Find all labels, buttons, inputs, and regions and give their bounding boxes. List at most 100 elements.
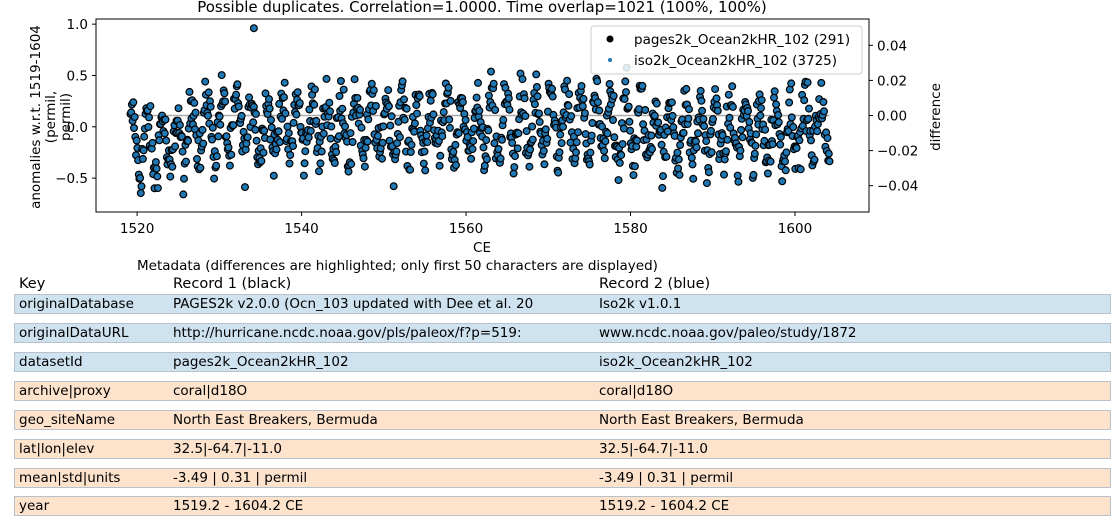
- data-point: [130, 123, 139, 132]
- data-point: [692, 143, 701, 152]
- data-point: [429, 110, 438, 119]
- data-point: [674, 164, 683, 173]
- x-tick-label: 1540: [284, 221, 318, 237]
- data-point: [251, 125, 260, 134]
- data-point: [326, 107, 335, 116]
- data-point: [496, 154, 505, 163]
- data-point: [215, 112, 224, 121]
- data-point: [233, 80, 242, 89]
- data-point: [212, 152, 221, 161]
- data-point: [734, 177, 743, 186]
- data-point: [249, 24, 258, 33]
- data-point: [647, 145, 656, 154]
- data-point: [292, 110, 301, 119]
- data-point: [315, 167, 324, 176]
- data-point: [293, 88, 302, 97]
- data-point: [697, 96, 706, 105]
- data-point: [579, 94, 588, 103]
- data-point: [597, 122, 606, 131]
- data-point: [724, 90, 733, 99]
- data-point: [190, 98, 199, 107]
- data-point: [206, 102, 215, 111]
- metadata-record1-value: 1519.2 - 1604.2 CE: [173, 498, 304, 514]
- data-point: [737, 125, 746, 134]
- data-point: [153, 172, 162, 181]
- data-point: [626, 126, 635, 135]
- y-tick-label: 1.0: [67, 17, 88, 33]
- data-point: [479, 143, 488, 152]
- data-point: [199, 139, 208, 148]
- data-point: [704, 168, 713, 177]
- data-point: [216, 120, 225, 129]
- data-point: [693, 129, 702, 138]
- metadata-record1-value: 32.5|-64.7|-11.0: [173, 441, 283, 457]
- data-point: [402, 104, 411, 113]
- data-point: [603, 129, 612, 138]
- legend-label-record1: pages2k_Ocean2kHR_102 (291): [634, 32, 850, 48]
- data-point: [304, 133, 313, 142]
- data-point: [621, 88, 630, 97]
- data-point: [260, 126, 269, 135]
- data-point: [436, 151, 445, 160]
- data-point: [384, 86, 393, 95]
- data-point: [155, 136, 164, 145]
- data-point: [806, 136, 815, 145]
- data-point: [445, 123, 454, 132]
- column-header-record2: Record 2 (blue): [599, 276, 711, 292]
- data-point: [571, 148, 580, 157]
- y-tick-label: −0.5: [55, 171, 88, 187]
- data-point: [528, 122, 537, 131]
- data-point: [543, 134, 552, 143]
- data-point: [444, 83, 453, 92]
- metadata-row-originalDataURL: originalDataURL http://hurricane.ncdc.no…: [14, 323, 1111, 343]
- data-point: [658, 183, 667, 192]
- data-point: [237, 111, 246, 120]
- y-axis-label-line: permil): [58, 93, 74, 141]
- data-point: [723, 135, 732, 144]
- data-point: [567, 112, 576, 121]
- data-point: [310, 100, 319, 109]
- metadata-row-mean-std-units: mean|std|units -3.49 | 0.31 | permil -3.…: [14, 468, 1111, 488]
- x-tick-label: 1580: [613, 221, 647, 237]
- data-point: [407, 140, 416, 149]
- data-point: [419, 159, 428, 168]
- data-point: [221, 97, 230, 106]
- data-point: [234, 102, 243, 111]
- data-point: [572, 138, 581, 147]
- data-point: [535, 117, 544, 126]
- data-point: [251, 109, 260, 118]
- data-point: [532, 82, 541, 91]
- y-axis-label-line: anomalies w.r.t. 1519-1604: [28, 25, 44, 209]
- data-point: [810, 155, 819, 164]
- data-point: [137, 182, 146, 191]
- data-point: [138, 154, 147, 163]
- metadata-record2-value: North East Breakers, Bermuda: [599, 412, 804, 428]
- data-point: [484, 91, 493, 100]
- data-point: [763, 169, 772, 178]
- data-point: [146, 102, 155, 111]
- data-point: [452, 161, 461, 170]
- data-point: [357, 123, 366, 132]
- metadata-record1-value: coral|d18O: [173, 383, 248, 399]
- data-point: [499, 115, 508, 124]
- data-point: [274, 127, 283, 136]
- data-point: [347, 160, 356, 169]
- data-point: [267, 123, 276, 132]
- data-point: [781, 166, 790, 175]
- data-point: [392, 147, 401, 156]
- metadata-record1-value: -3.49 | 0.31 | permil: [173, 470, 308, 486]
- data-point: [525, 162, 534, 171]
- data-point: [373, 131, 382, 140]
- data-point: [803, 78, 812, 87]
- data-point: [420, 147, 429, 156]
- legend: pages2k_Ocean2kHR_102 (291) iso2k_Ocean2…: [590, 25, 863, 75]
- data-point: [316, 159, 325, 168]
- data-point: [224, 143, 233, 152]
- data-point: [713, 106, 722, 115]
- data-point: [265, 104, 274, 113]
- data-point: [530, 100, 539, 109]
- data-point: [175, 120, 184, 129]
- metadata-key: mean|std|units: [19, 470, 121, 486]
- data-point: [823, 134, 832, 143]
- data-point: [526, 145, 535, 154]
